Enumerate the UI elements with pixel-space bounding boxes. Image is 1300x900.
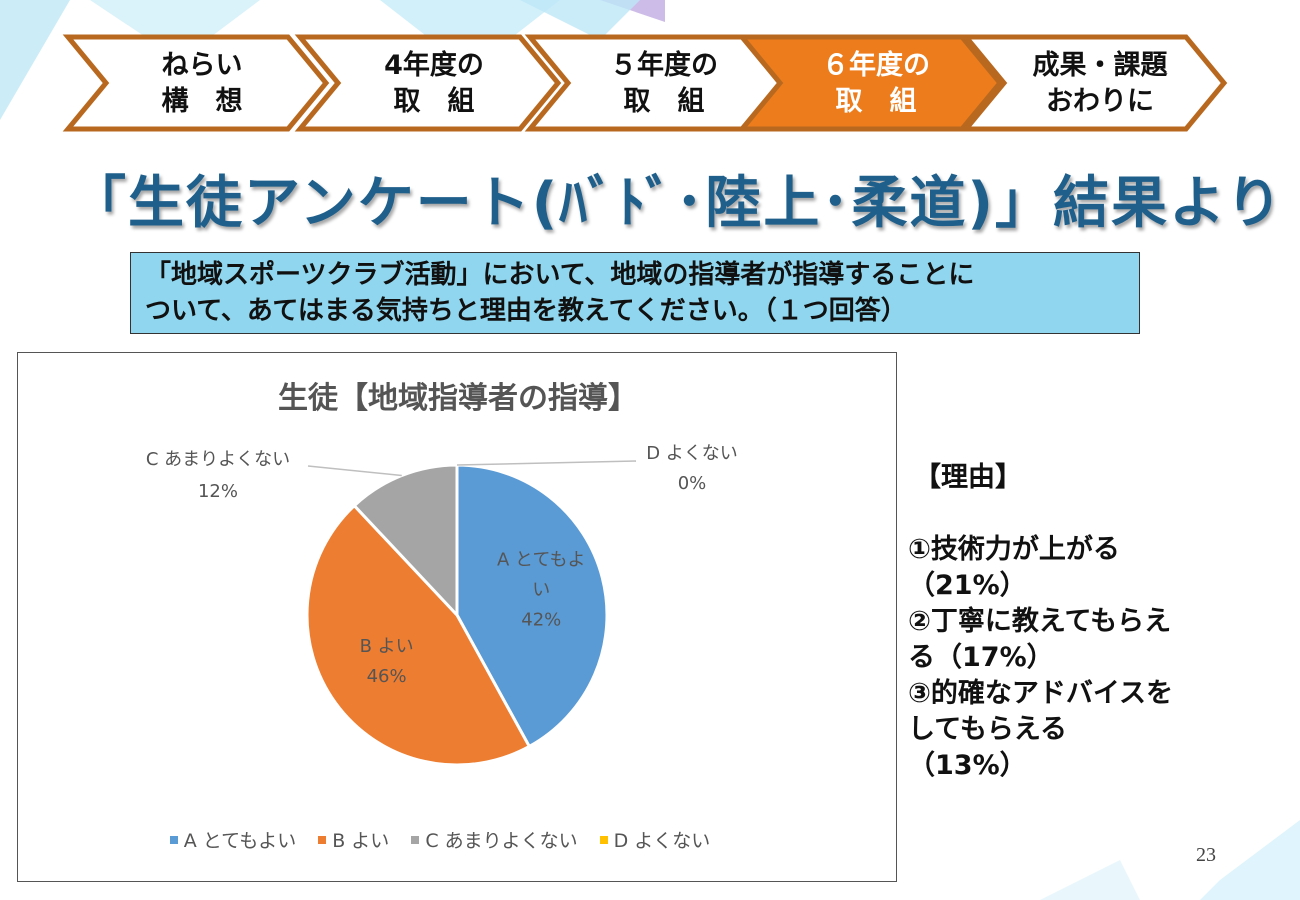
step-label-line2: 構 想 [161,86,243,117]
step-label-line2: おわりに [1046,86,1154,117]
pie-chart: A とてもよい 42% B よい 46% C あまりよくない 12% D よくない 0% [146,443,738,767]
step-label-line1: ５年度の [610,50,718,81]
slice-pct-3: 12% [198,481,238,502]
step-arrow-5 [960,34,1228,132]
legend-label: A とてもよい [183,830,297,852]
slice-pct-4: 0% [678,473,707,494]
reasons-heading: 【理由】 [914,462,1022,493]
slice-label-2: 46% [367,666,407,687]
step-label-5: 成果・課題 おわりに [1004,44,1196,124]
step-arrow-2 [294,34,562,132]
reason-line-1: ①技術力が上がる [908,534,1120,565]
step-label-2: 4年度の取 組 [338,44,530,124]
step-label-line1: ねらい [161,50,243,81]
question-line-1: 「地域スポーツクラブ活動」において、地域の指導者が指導することに [145,260,975,290]
step-label-line1: 4年度の [384,50,484,81]
step-label-line1: 成果・課題 [1032,50,1168,81]
slice-label-2: B よい [360,636,414,657]
question-line-2: ついて、あてはまる気持ちと理由を教えてください。（１つ回答） [145,296,907,326]
step-arrows [62,34,1228,132]
legend-swatch [599,835,608,844]
legend-label: D よくない [613,830,711,852]
step-label-3: ５年度の取 組 [568,44,760,124]
legend-item-3: C あまりよくない [411,826,578,853]
question-box: 「地域スポーツクラブ活動」において、地域の指導者が指導することに ついて、あては… [130,252,1140,334]
leader-line-3 [307,465,402,477]
legend-swatch [411,835,420,844]
pie-slice-1 [455,463,609,749]
step-label-line2: 取 組 [623,86,705,117]
step-arrow-4 [736,34,1004,132]
leader-line-4 [456,460,637,466]
legend-item-2: B よい [318,826,389,853]
page-number: 23 [1196,844,1216,866]
slice-label-3: C あまりよくない [146,449,290,470]
step-label-line2: 取 組 [393,86,475,117]
step-label-1: ねらい構 想 [106,44,298,124]
page-title: 「生徒アンケート(ﾊﾞﾄﾞ･陸上･柔道)」結果より [70,171,1284,236]
reason-line-5: ③的確なアドバイスを [908,678,1174,709]
slice-label-1: A とてもよ [497,549,586,570]
step-arrow-1 [62,34,330,132]
reason-line-7: （13%） [908,750,1027,781]
reason-line-6: してもらえる [908,714,1068,745]
step-label-4: ６年度の取 組 [780,44,972,124]
step-label-line2: 取 組 [835,86,917,117]
pie-slice-2 [305,503,532,767]
pie-slice-3 [352,463,459,619]
slice-label-1: い [532,579,550,600]
pie-chart-panel: 生徒【地域指導者の指導】 A とてもよい 42% B よい 46% C あまりよくない 1… [17,352,897,882]
step-label-line1: ６年度の [822,50,930,81]
legend-swatch [318,835,327,844]
legend-item-1: A とてもよい [169,826,297,853]
reasons-panel: 【理由】 ①技術力が上がる （21%） ②丁寧に教えてもらえ る（17%） ③的確なアド… [908,460,1238,784]
legend-label: B よい [332,830,390,852]
legend-label: C あまりよくない [425,830,578,852]
chart-legend: A とてもよい B よい C あまりよくない D よくない [0,826,880,853]
slice-label-1: 42% [521,609,561,630]
reason-line-2: （21%） [908,570,1027,601]
chart-title: 生徒【地域指導者の指導】 [278,381,638,416]
legend-swatch [169,835,178,844]
legend-item-4: D よくない [599,826,711,853]
reason-line-4: る（17%） [908,642,1054,673]
reason-line-3: ②丁寧に教えてもらえ [908,606,1172,637]
slice-label-4: D よくない [646,443,738,464]
